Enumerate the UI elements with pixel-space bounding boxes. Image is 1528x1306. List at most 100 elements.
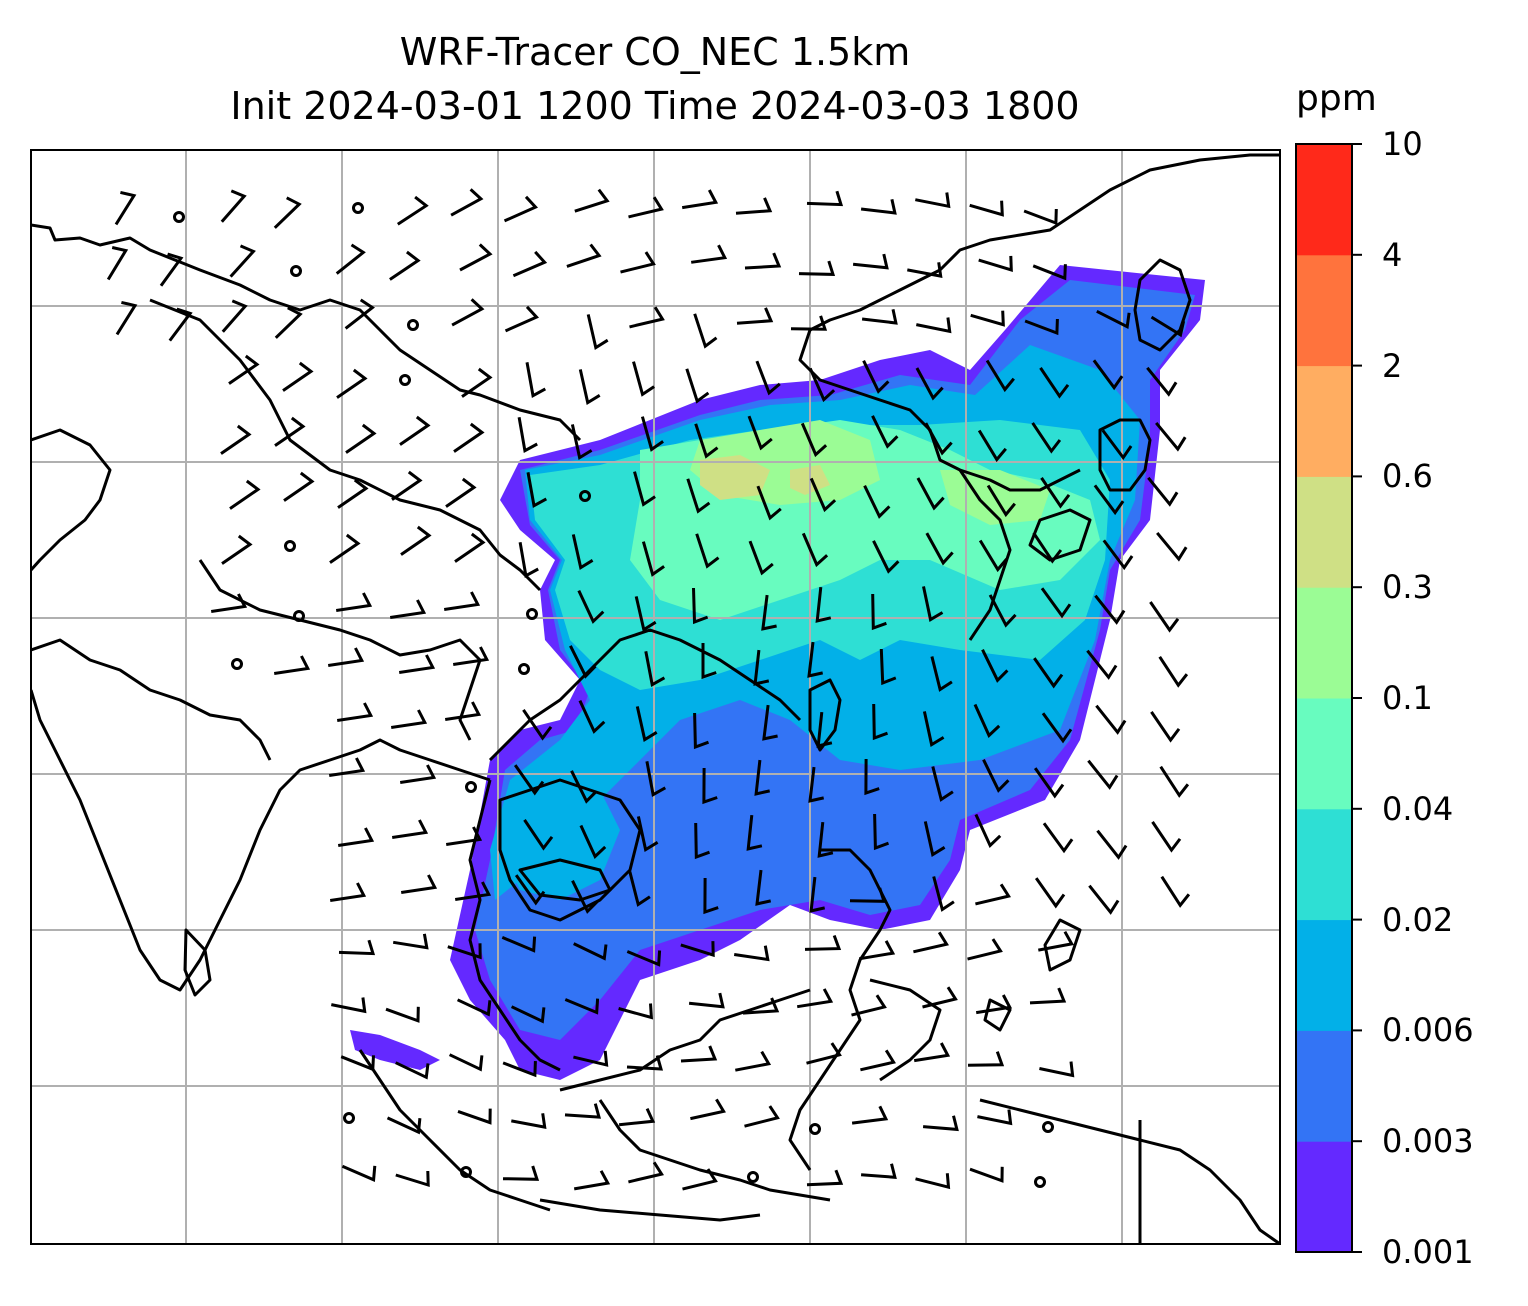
wind-barb [973,703,1001,739]
colorbar-tick-label: 10 [1382,125,1423,163]
wind-barb [1040,587,1072,619]
wind-barb [447,943,482,960]
wind-barb [338,939,376,956]
wind-barb [329,882,367,902]
map-title-line2: Init 2024-03-01 1200 Time 2024-03-03 180… [230,84,1080,128]
calm-wind-circle [352,202,364,214]
wind-barb [1039,367,1070,399]
wind-barb [806,190,844,207]
wind-barb [702,767,718,805]
wind-barb [790,315,828,331]
colorbar-segment [1296,919,1352,1031]
wind-barb [328,757,366,777]
wind-barb [1088,884,1120,915]
wind-barb [1096,829,1128,860]
wind-barb [1040,477,1071,509]
wind-barb [632,361,655,397]
wind-barb [733,945,770,962]
wind-barb [800,422,828,458]
wind-barb [573,1050,609,1067]
wind-barb [628,871,651,907]
wind-barb [1149,601,1180,633]
wind-barb [736,307,774,325]
co-concentration-field [350,265,1205,1080]
wind-barb [399,764,437,784]
wind-barb [454,532,486,563]
wind-barb [1150,315,1186,338]
wind-barb [391,819,429,839]
wind-barb [735,1050,772,1072]
wind-barb [742,997,780,1015]
wind-barb [851,1105,889,1125]
wind-barb [159,252,184,287]
colorbar-tick-label: 0.003 [1382,1122,1474,1161]
wind-barb [746,814,763,851]
wind-barb [345,423,377,454]
wind-barb [282,361,314,392]
wind-barb [969,1166,1004,1183]
colorbar-tick-label: 0.3 [1382,568,1433,607]
calm-wind-circle [518,663,530,675]
wind-barb [1029,987,1067,1005]
calm-wind-circle [173,211,185,223]
wind-barb [816,711,833,748]
wind-barb [578,699,606,734]
wind-barb [644,651,666,688]
wind-barb [747,415,773,451]
wind-barb [682,1168,718,1191]
wind-barb [399,415,431,446]
wind-barb [694,423,719,459]
calm-wind-circle [290,265,302,277]
colorbar-tick-label: 0.02 [1382,900,1454,939]
wind-barb [336,368,368,399]
wind-barb [806,1169,844,1187]
wind-barb [1094,594,1126,625]
wind-barb [501,936,537,953]
wind-barb [762,704,778,741]
calm-wind-circle [460,1166,472,1178]
wind-barb [273,655,311,675]
colorbar-segment [1296,144,1352,256]
wind-barb [863,485,891,519]
wind-barb [1158,655,1189,688]
wind-barb [693,712,710,750]
wind-barb [502,1061,537,1078]
wind-barb [1159,765,1190,798]
wind-barb [106,246,129,281]
wind-barb [860,1049,896,1072]
wind-barb [451,298,485,327]
wind-barb [1156,531,1188,562]
wind-barb [273,196,302,229]
wind-barb [1151,821,1182,853]
colorbar-tick-label: 0.1 [1382,679,1433,717]
wind-barb [735,197,773,215]
wind-barb [620,251,656,274]
wind-barb [861,308,898,325]
wind-barb [986,484,1016,518]
wind-barb [210,593,248,613]
wind-barb [694,822,711,860]
map-area [31,150,1280,1244]
wind-barb [913,1042,951,1063]
wind-barb [1087,759,1119,790]
wind-barb [872,540,900,574]
wind-barb [344,298,375,330]
colorbar-segment [1296,476,1352,588]
wind-barb [641,541,665,577]
wind-barb [220,189,247,223]
wind-barb [389,250,421,281]
wind-barb [1101,429,1133,461]
wind-barb [907,262,943,278]
wind-barb [645,761,667,798]
wind-barb [753,649,770,686]
wind-barb [1155,421,1187,452]
wind-barb [755,360,781,396]
wind-barb [512,250,548,278]
calm-wind-circle [809,1123,821,1135]
wind-barb [686,478,711,514]
wind-barb [923,821,946,857]
wind-barb [925,532,954,566]
wind-barb [967,1051,1005,1067]
wind-barb [570,770,598,804]
colorbar-tick-label: 4 [1382,235,1403,274]
